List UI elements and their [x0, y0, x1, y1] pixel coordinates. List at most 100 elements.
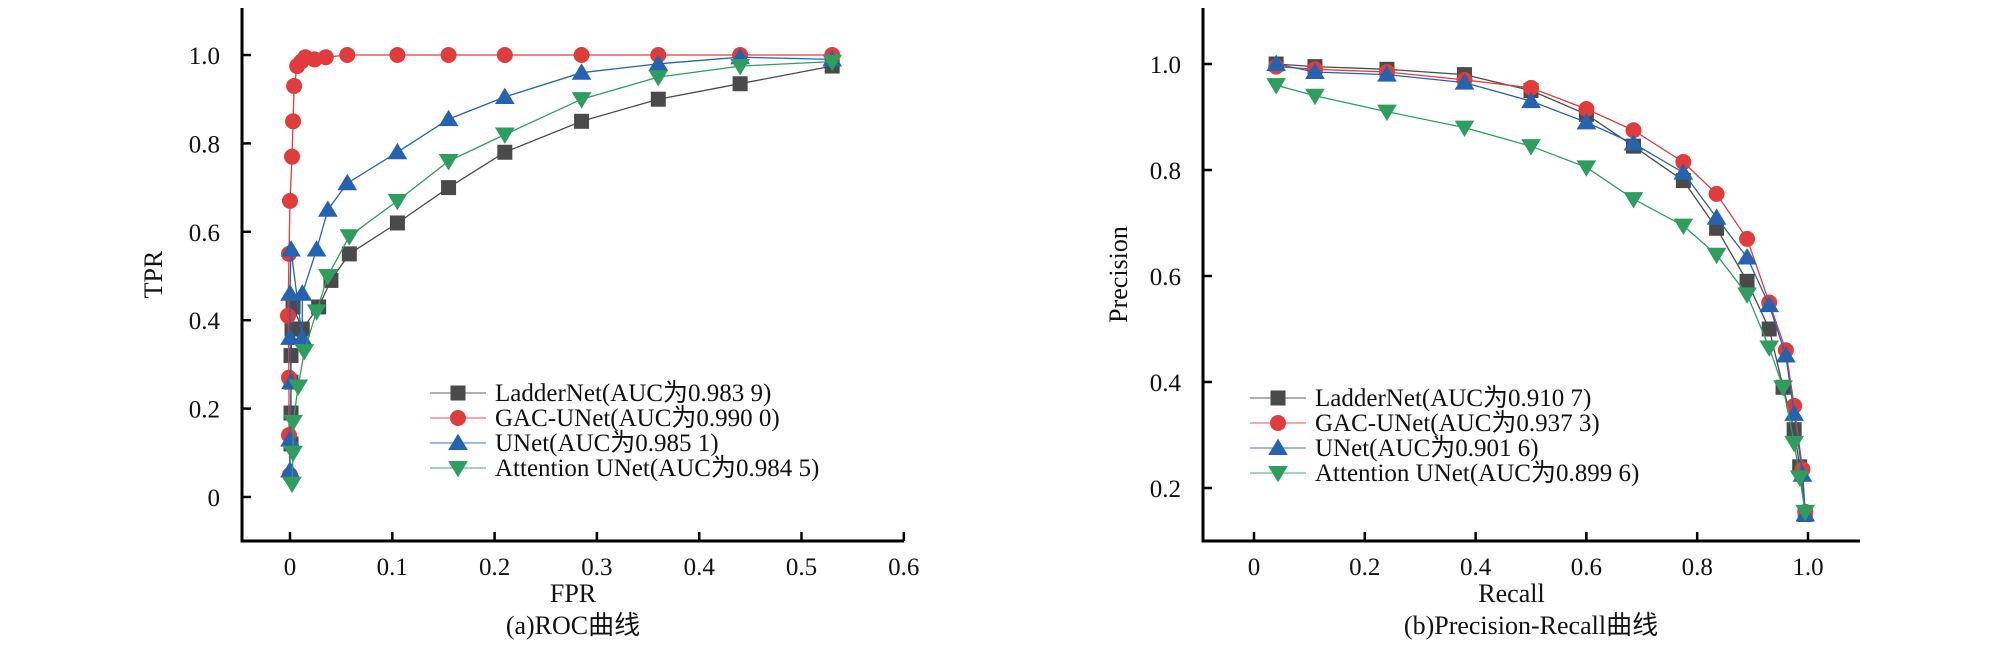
- pr-data-point: [1759, 295, 1780, 313]
- pr-data-point: [1266, 78, 1287, 95]
- roc-x-axis-title: FPR: [550, 579, 597, 608]
- pr-data-point: [1737, 248, 1757, 265]
- precision-recall-chart: 0 0.2 0.4 0.6 0.8 1.0 0.2 0.4 0.6 0.8 1.0 Precisio…: [1104, 8, 1860, 640]
- pr-x-tick-label: 0.6: [1571, 554, 1602, 581]
- roc-data-point: [571, 92, 592, 109]
- roc-data-point: [281, 240, 301, 257]
- roc-data-point: [306, 304, 327, 321]
- pr-legend-marker: [1270, 390, 1286, 406]
- roc-data-point: [294, 344, 315, 361]
- roc-data-point: [283, 414, 303, 432]
- pr-legend-marker: [1270, 415, 1286, 431]
- pr-data-point: [1454, 120, 1475, 137]
- roc-data-point: [285, 113, 302, 130]
- roc-data-point: [280, 430, 300, 447]
- roc-data-point: [279, 307, 296, 324]
- roc-y-tick-label: 1.0: [189, 43, 220, 70]
- roc-data-point: [341, 246, 357, 262]
- roc-data-point: [306, 240, 327, 257]
- roc-legend-item: Attention UNet(AUC为0.984 5): [430, 454, 819, 482]
- pr-data-point: [1623, 192, 1644, 209]
- pr-legend: LadderNet(AUC为0.910 7)GAC-UNet(AUC为0.937…: [1250, 384, 1639, 487]
- roc-x-tick-label: 0.3: [581, 554, 612, 581]
- roc-data-point: [280, 461, 300, 478]
- pr-data-point: [1789, 470, 1810, 487]
- roc-legend-label: UNet(AUC为0.985 1): [495, 429, 719, 457]
- roc-data-point: [822, 54, 843, 72]
- roc-legend-marker: [450, 385, 466, 401]
- roc-data-point: [318, 200, 338, 217]
- roc-x-tick-label: 0: [284, 554, 297, 581]
- pr-series-attention-unet: [1266, 78, 1816, 522]
- roc-legend-item: LadderNet(AUC为0.983 9): [430, 379, 771, 407]
- pr-data-point: [1706, 247, 1727, 265]
- roc-data-point: [438, 154, 459, 171]
- roc-data-point: [573, 47, 590, 63]
- roc-data-point: [389, 47, 406, 63]
- roc-y-tick-label: 0: [208, 485, 221, 512]
- pr-data-point: [1775, 346, 1796, 363]
- roc-x-tick-label: 0.2: [479, 554, 510, 581]
- roc-legend-label: Attention UNet(AUC为0.984 5): [495, 454, 819, 482]
- pr-legend-item: Attention UNet(AUC为0.899 6): [1250, 459, 1639, 487]
- roc-legend-marker: [448, 433, 468, 451]
- pr-data-point: [1454, 73, 1475, 90]
- roc-data-point: [282, 192, 298, 209]
- roc-data-point: [574, 113, 590, 129]
- pr-plot-area: [1266, 54, 1816, 522]
- pr-data-point: [1673, 163, 1694, 180]
- roc-data-point: [648, 54, 669, 71]
- pr-data-point: [1578, 101, 1595, 118]
- roc-data-point: [339, 229, 360, 246]
- pr-data-point: [1623, 134, 1644, 151]
- roc-plot-area: [279, 47, 843, 494]
- pr-y-tick-label: 0.8: [1150, 158, 1181, 185]
- pr-caption: (b)Precision-Recall曲线: [1404, 611, 1658, 640]
- pr-data-point: [1305, 62, 1325, 79]
- pr-data-point: [1305, 88, 1325, 106]
- pr-legend-item: LadderNet(AUC为0.910 7): [1250, 384, 1591, 412]
- roc-legend-label: GAC-UNet(AUC为0.990 0): [495, 404, 780, 432]
- pr-data-point: [1784, 435, 1804, 453]
- pr-data-point: [1523, 79, 1539, 96]
- pr-y-tick-label: 1.0: [1150, 52, 1181, 79]
- pr-data-point: [1795, 504, 1816, 522]
- pr-data-point: [1377, 104, 1397, 122]
- roc-data-point: [284, 148, 301, 165]
- pr-data-point: [1739, 273, 1755, 289]
- roc-data-point: [337, 173, 358, 191]
- pr-data-point: [1625, 122, 1642, 139]
- pr-data-point: [1759, 340, 1780, 357]
- pr-data-point: [1786, 422, 1802, 438]
- roc-data-point: [494, 87, 515, 105]
- pr-data-point: [1576, 112, 1597, 130]
- roc-data-point: [283, 445, 303, 463]
- roc-data-point: [650, 91, 666, 107]
- pr-data-point: [1708, 185, 1725, 202]
- roc-chart: 0 0.1 0.2 0.3 0.4 0.5 0.600.20.40.60.81.0 TPR …: [139, 8, 919, 640]
- roc-data-point: [496, 47, 513, 63]
- pr-y-tick-label: 0.2: [1150, 476, 1181, 503]
- roc-series-line: [289, 56, 833, 471]
- roc-legend-marker: [450, 410, 466, 426]
- roc-data-point: [387, 193, 408, 211]
- pr-data-point: [1739, 230, 1756, 247]
- roc-y-tick-label: 0.2: [189, 397, 220, 424]
- roc-data-point: [282, 476, 302, 494]
- pr-x-axis-title: Recall: [1478, 579, 1544, 608]
- pr-legend-marker: [1268, 438, 1288, 456]
- roc-y-axis-title: TPR: [139, 250, 168, 298]
- roc-y-tick-label: 0.8: [189, 131, 220, 158]
- pr-data-point: [1773, 380, 1793, 397]
- roc-legend: LadderNet(AUC为0.983 9)GAC-UNet(AUC为0.990…: [430, 379, 819, 482]
- roc-data-point: [497, 144, 513, 160]
- roc-ticks: 0 0.1 0.2 0.3 0.4 0.5 0.6 0 0.2 0.4 0.6 0.8 1.0: [189, 43, 920, 581]
- roc-data-point: [318, 268, 338, 286]
- pr-data-point: [1377, 65, 1397, 82]
- pr-y-axis-title: Precision: [1104, 226, 1133, 323]
- pr-data-point: [1675, 154, 1692, 171]
- roc-data-point: [732, 76, 748, 92]
- pr-ticks: 0 0.2 0.4 0.6 0.8 1.0 0.2 0.4 0.6 0.8 1.0: [1150, 52, 1824, 581]
- pr-x-tick-label: 0.2: [1349, 554, 1380, 581]
